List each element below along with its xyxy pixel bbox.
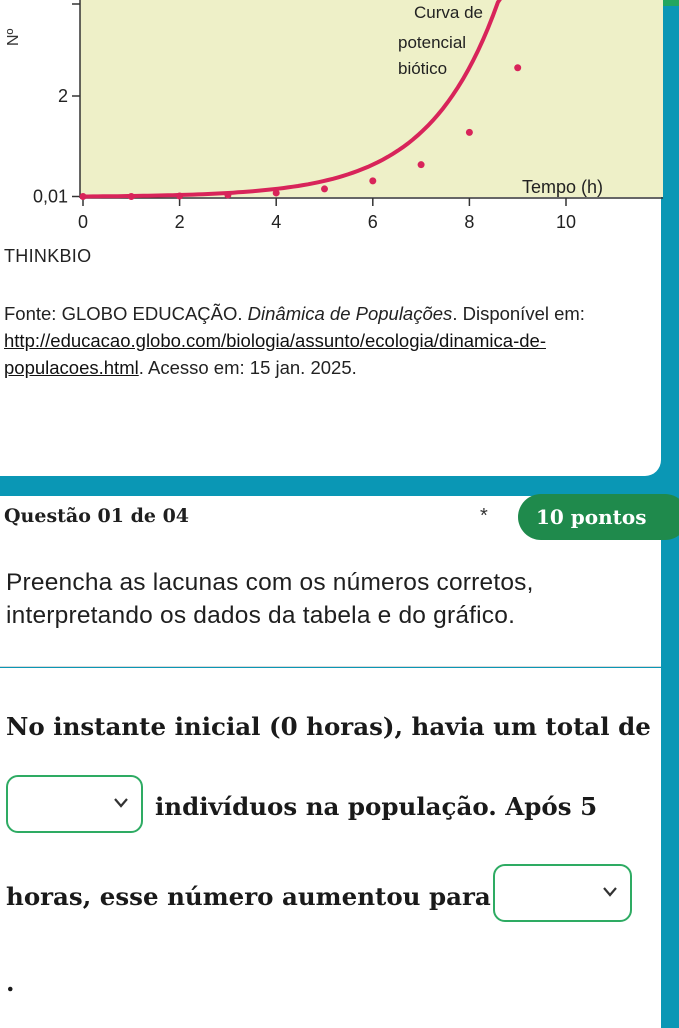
curve-label-line3: biótico [398, 59, 447, 78]
chevron-down-icon [603, 887, 617, 897]
y-tick-label: 0,01 [33, 186, 68, 206]
statement-line1: No instante inicial (0 horas), havia um … [6, 712, 651, 741]
x-tick-label: 8 [464, 212, 474, 232]
source-prefix: Fonte: GLOBO EDUCAÇÃO. [4, 303, 248, 324]
source-suffix: . Acesso em: 15 jan. 2025. [138, 357, 357, 378]
data-point [127, 192, 135, 200]
required-asterisk: * [480, 505, 488, 527]
population-chart: 0,01 2 0 2 4 6 8 10 Nº Curva de potencial bióti… [5, 0, 663, 232]
data-point [224, 191, 232, 199]
source-title: Dinâmica de Populações [247, 303, 453, 324]
x-tick-label: 2 [175, 212, 185, 232]
statement-line2: indivíduos na população. Após 5 [155, 792, 598, 821]
source-citation: Fonte: GLOBO EDUCAÇÃO. Dinâmica de Popul… [4, 300, 654, 381]
x-tick-label: 0 [78, 212, 88, 232]
source-link[interactable]: http://educacao.globo.com/biologia/assun… [4, 330, 546, 378]
source-middle: . Disponível em: [452, 303, 585, 324]
divider [0, 666, 661, 667]
question-prompt: Preencha as lacunas com os números corre… [6, 569, 534, 629]
y-axis-label: Nº [5, 28, 22, 46]
x-tick-label: 10 [556, 212, 576, 232]
statement-line3: horas, esse número aumentou para [6, 882, 491, 911]
data-point [272, 189, 280, 197]
data-point [321, 185, 328, 193]
x-tick-label: 6 [368, 212, 378, 232]
x-tick-label: 4 [271, 212, 281, 232]
data-point [465, 128, 473, 136]
chevron-down-icon [114, 798, 128, 808]
points-badge: 10 pontos [518, 494, 679, 540]
data-point [514, 64, 522, 72]
data-point [369, 177, 377, 185]
image-credit: THINKBIO [4, 246, 92, 266]
statement-line4: . [6, 968, 15, 997]
blank1-dropdown[interactable] [6, 775, 143, 833]
series-line [81, 0, 502, 199]
curve-label-line2: potencial [398, 33, 466, 52]
x-axis-label: Tempo (h) [522, 177, 603, 197]
answer-card [0, 668, 661, 1028]
data-point [79, 192, 87, 200]
curve-label-line1: Curva de [414, 3, 483, 22]
data-point [417, 161, 425, 169]
question-number: Questão 01 de 04 [4, 505, 190, 527]
blank2-dropdown[interactable] [493, 864, 632, 922]
y-tick-label: 2 [58, 86, 68, 106]
data-point [176, 192, 184, 200]
chart-plot-area [80, 0, 663, 197]
